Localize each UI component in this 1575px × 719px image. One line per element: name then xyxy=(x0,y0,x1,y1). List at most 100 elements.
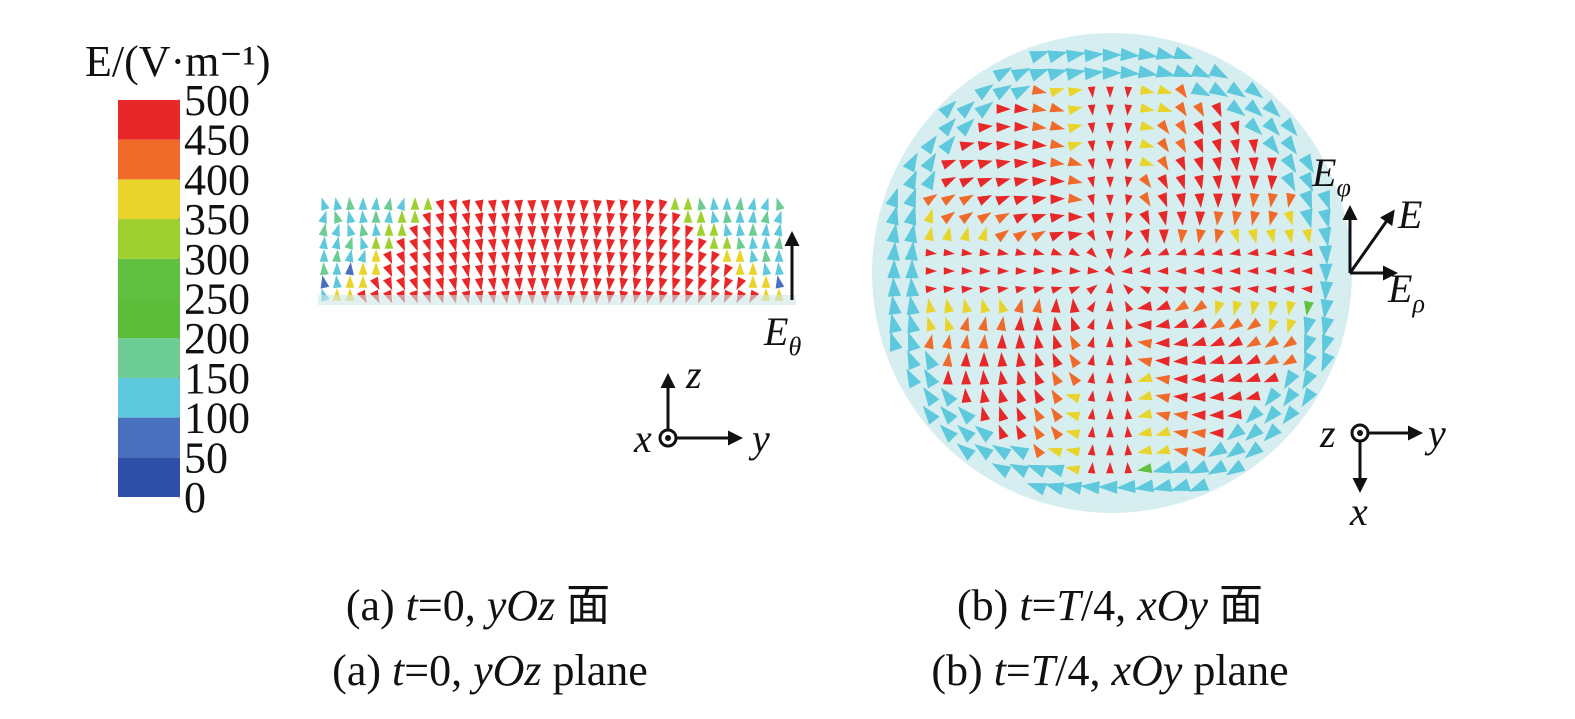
caption: (a) t=0, yOz 面 xyxy=(346,581,610,630)
field-arrow xyxy=(1229,267,1241,275)
field-arrow xyxy=(659,212,668,226)
field-arrow xyxy=(1229,120,1240,136)
field-arrow xyxy=(383,263,393,278)
field-arrow xyxy=(409,277,418,291)
field-arrow xyxy=(1193,156,1204,172)
field-arrow xyxy=(923,334,934,350)
field-arrow xyxy=(997,285,1009,294)
field-arrow xyxy=(1050,425,1064,441)
field-arrow xyxy=(1246,317,1262,331)
field-arrow xyxy=(566,213,576,226)
field-arrow xyxy=(527,265,537,278)
field-arrow xyxy=(1321,316,1335,337)
field-arrow xyxy=(1269,318,1279,334)
field-arrow xyxy=(1152,460,1173,474)
field-arrow xyxy=(461,199,471,213)
field-arrow xyxy=(1087,140,1096,152)
field-arrow xyxy=(409,238,418,252)
field-arrow xyxy=(994,229,1010,243)
field-arrow xyxy=(1124,372,1133,384)
field-arrow xyxy=(889,331,903,352)
field-arrow xyxy=(333,275,342,289)
field-arrow xyxy=(1284,228,1294,244)
field-arrow xyxy=(1124,462,1133,474)
field-arrow xyxy=(906,368,922,389)
field-arrow xyxy=(1245,423,1264,441)
field-arrow xyxy=(527,252,537,265)
field-arrow xyxy=(998,298,1009,314)
field-arrow xyxy=(998,424,1009,440)
field-arrow xyxy=(1123,284,1134,295)
field-arrow xyxy=(659,238,668,252)
field-arrow xyxy=(1067,156,1083,167)
field-arrow xyxy=(474,238,484,252)
field-arrow xyxy=(683,210,693,223)
field-arrow xyxy=(1051,267,1063,275)
field-arrow xyxy=(1050,175,1065,186)
field-arrow xyxy=(774,249,784,262)
field-arrow xyxy=(938,118,956,137)
field-arrow xyxy=(723,210,732,224)
field-arrow xyxy=(1052,334,1063,350)
field-arrow xyxy=(904,241,918,261)
field-arrow xyxy=(1155,64,1176,78)
field-arrow xyxy=(1214,300,1225,316)
field-b xyxy=(885,46,1335,496)
field-arrow xyxy=(1245,390,1261,401)
field-arrow xyxy=(1226,441,1246,458)
field-arrow xyxy=(1280,135,1297,155)
field-arrow xyxy=(619,251,629,265)
field-arrow xyxy=(978,122,993,133)
field-arrow xyxy=(344,249,354,263)
field-arrow xyxy=(1124,140,1133,152)
field-arrow xyxy=(924,368,940,389)
field-arrow xyxy=(957,424,976,443)
field-arrow xyxy=(1283,369,1300,390)
field-arrow xyxy=(1106,426,1114,438)
field-arrow xyxy=(1283,210,1294,226)
field-arrow xyxy=(501,264,510,278)
field-arrow xyxy=(487,212,497,226)
field-arrow xyxy=(1034,370,1045,386)
field-arrow xyxy=(435,264,444,278)
field-arrow xyxy=(1044,482,1065,496)
field-arrow xyxy=(1065,67,1086,81)
colorbar-band xyxy=(118,298,180,339)
field-arrow xyxy=(1175,156,1186,172)
field-arrow xyxy=(332,249,341,263)
field-arrow xyxy=(1245,354,1261,365)
field-arrow xyxy=(448,277,458,291)
field-arrow xyxy=(645,264,655,278)
field-arrow xyxy=(925,267,937,275)
tick-label: 350 xyxy=(184,195,250,244)
field-arrow xyxy=(540,265,550,278)
field-arrow xyxy=(1303,316,1317,337)
field-arrow xyxy=(345,262,354,276)
field-arrow xyxy=(659,264,668,278)
field-arrow xyxy=(487,225,497,239)
colorbar-band xyxy=(118,338,180,378)
field-arrow xyxy=(1227,391,1243,401)
field-arrow xyxy=(580,225,589,239)
field-arrow xyxy=(645,225,655,239)
field-arrow xyxy=(1173,410,1188,421)
field-arrow xyxy=(1262,135,1280,155)
axis-label: y xyxy=(1424,411,1446,456)
field-arrow xyxy=(1080,481,1100,495)
field-arrow xyxy=(1320,281,1334,301)
field-arrow xyxy=(1286,300,1296,316)
field-arrow xyxy=(749,249,759,263)
field-arrow xyxy=(1208,63,1229,79)
field-arrow xyxy=(1157,247,1170,256)
field-arrow xyxy=(1244,81,1264,99)
field-arrow xyxy=(1010,85,1031,101)
field-arrow xyxy=(1193,138,1204,154)
field-arrow xyxy=(358,262,368,275)
field-arrow xyxy=(1033,407,1045,423)
field-arrow xyxy=(474,277,484,291)
field-arrow xyxy=(685,238,694,252)
field-arrow xyxy=(1087,426,1096,438)
field-arrow xyxy=(501,225,510,239)
field-arrow xyxy=(1213,211,1224,226)
field-arrow xyxy=(1087,336,1095,349)
